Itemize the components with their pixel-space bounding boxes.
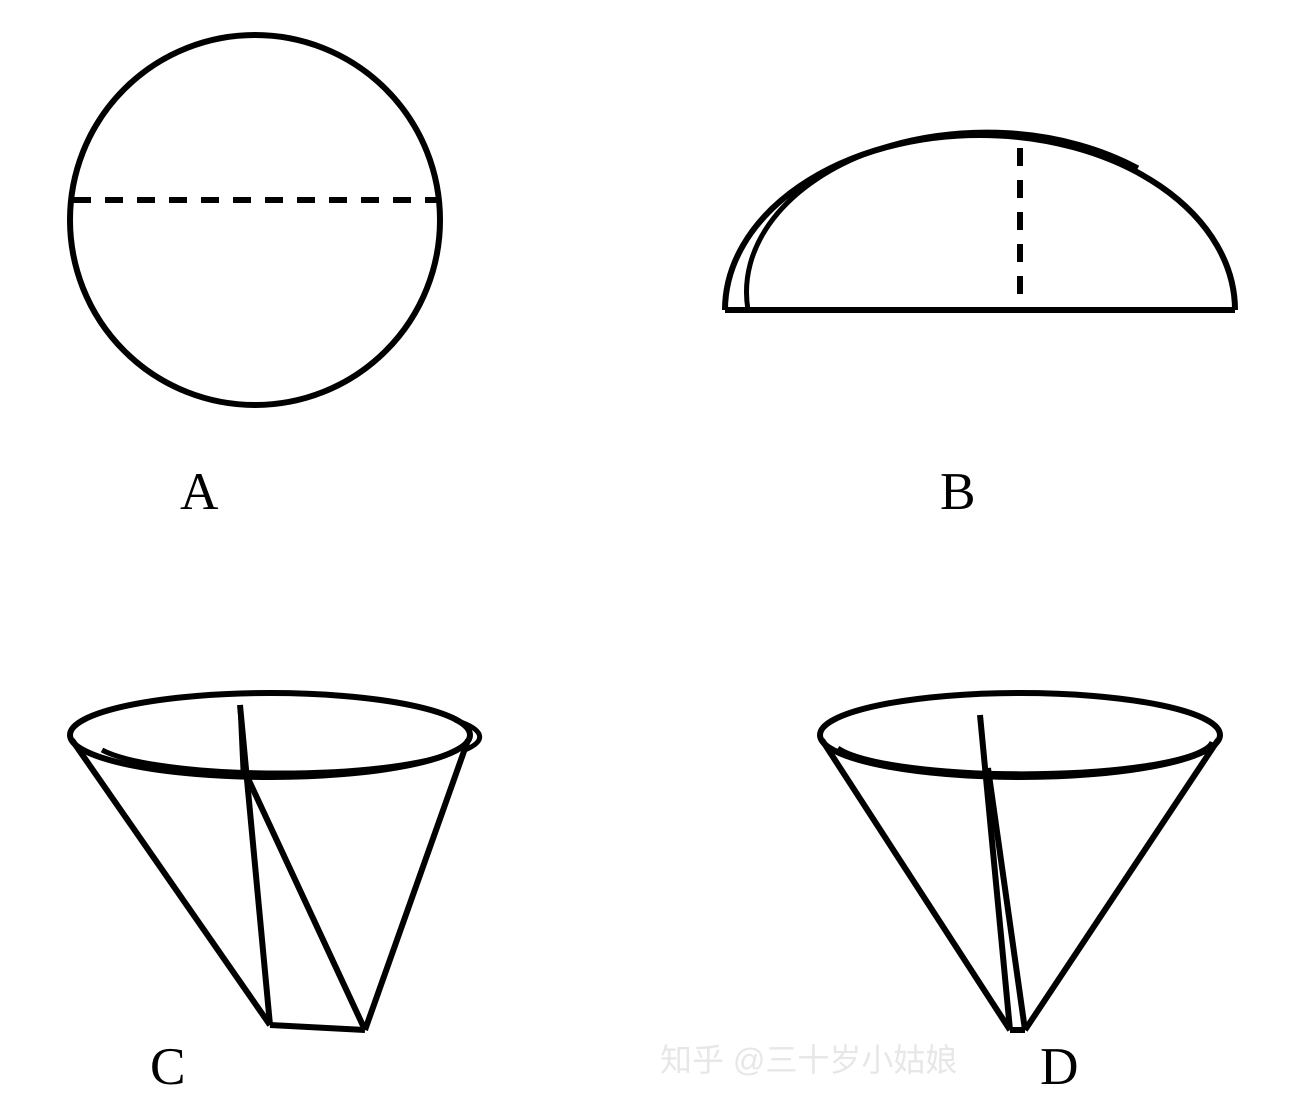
- slant-right: [365, 740, 468, 1030]
- cone-c-diagram: [50, 680, 490, 1060]
- apex-gap: [270, 1025, 365, 1030]
- circle-outline: [70, 35, 440, 405]
- slant-left: [72, 740, 270, 1025]
- inner-arc: [746, 132, 1138, 310]
- circle-diagram: [55, 20, 455, 420]
- label-c: C: [150, 1035, 186, 1097]
- semicircle-diagram: [720, 110, 1240, 390]
- label-a: A: [180, 460, 219, 522]
- cone-d-diagram: [800, 680, 1240, 1060]
- panel-a: [55, 20, 455, 420]
- panel-b: [720, 110, 1240, 390]
- label-d: D: [1040, 1035, 1079, 1097]
- label-b: B: [940, 460, 976, 522]
- flap-top-edge: [240, 705, 243, 770]
- panel-d: [800, 680, 1240, 1060]
- watermark: 知乎 @三十岁小姑娘: [660, 1035, 957, 1081]
- slant-right: [1025, 740, 1218, 1030]
- panel-c: [50, 680, 490, 1060]
- flap-right: [245, 772, 365, 1030]
- slant-left: [822, 740, 1010, 1030]
- outer-arc: [725, 135, 1235, 310]
